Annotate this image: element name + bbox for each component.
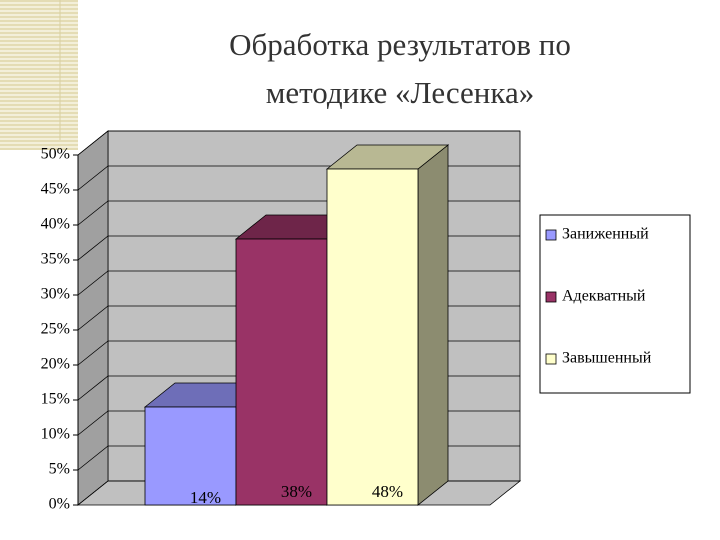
bar <box>326 168 419 506</box>
legend-box <box>539 214 691 394</box>
legend-label: Заниженный <box>562 226 649 243</box>
bar <box>235 238 328 506</box>
data-label: 48% <box>372 482 403 501</box>
y-tick-label: 30% <box>41 286 70 303</box>
legend-swatch <box>545 353 557 365</box>
chart-title: методике «Лесенка» <box>266 75 534 110</box>
decor-stripes <box>0 0 78 150</box>
legend-label: Завышенный <box>562 350 652 367</box>
grid-line <box>77 130 520 156</box>
y-tick-label: 5% <box>49 461 70 478</box>
legend-swatch <box>545 229 557 241</box>
data-label: 14% <box>190 488 221 507</box>
chart-title: Обработка результатов по <box>229 27 571 62</box>
y-tick-label: 25% <box>41 321 70 338</box>
legend-label: Адекватный <box>562 288 646 305</box>
y-tick-label: 40% <box>41 216 70 233</box>
y-tick-label: 35% <box>41 251 70 268</box>
y-tick-label: 20% <box>41 356 70 373</box>
y-tick-label: 15% <box>41 391 70 408</box>
data-label: 38% <box>281 482 312 501</box>
bar <box>144 406 237 506</box>
y-tick-label: 10% <box>41 426 70 443</box>
y-tick-label: 45% <box>41 181 70 198</box>
y-tick-label: 50% <box>41 146 70 163</box>
bar-side <box>417 144 449 506</box>
y-tick-label: 0% <box>49 496 70 513</box>
legend-swatch <box>545 291 557 303</box>
